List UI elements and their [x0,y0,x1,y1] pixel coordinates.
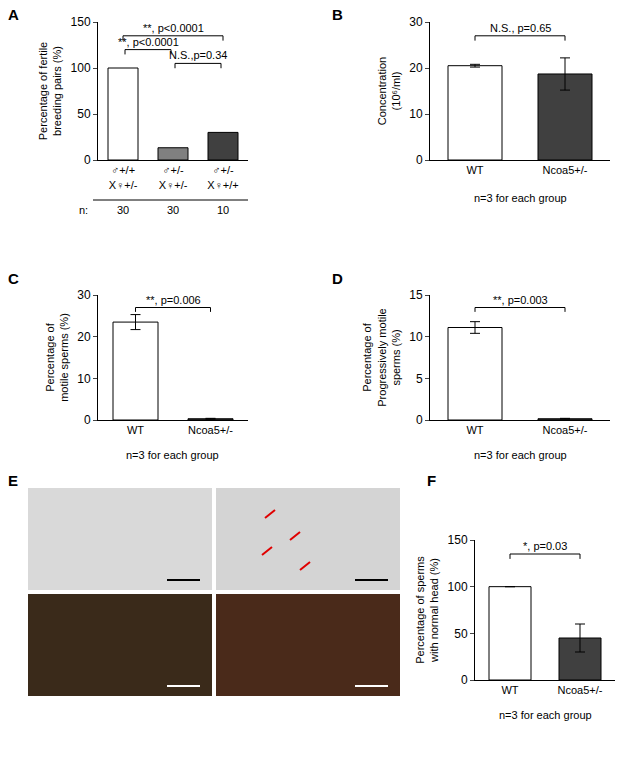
svg-text:30: 30 [117,204,129,216]
svg-text:30: 30 [77,288,91,302]
svg-text:Concentration(10⁶/ml): Concentration(10⁶/ml) [376,57,402,126]
svg-text:50: 50 [77,107,91,121]
svg-text:n:: n: [79,204,88,216]
svg-text:N.S., p=0.65: N.S., p=0.65 [490,22,551,34]
svg-text:Percentage ofProgressively mot: Percentage ofProgressively motilesperms … [361,308,402,406]
svg-text:Percentage of spermswith norma: Percentage of spermswith normal head (%) [414,556,440,664]
svg-text:0: 0 [84,413,91,427]
svg-text:50: 50 [454,627,468,641]
svg-text:10: 10 [409,107,423,121]
svg-text:20: 20 [409,61,423,75]
svg-text:0: 0 [416,413,423,427]
svg-text:WT: WT [501,684,518,696]
svg-text:Percentage of fertilebreeding: Percentage of fertilebreeding pairs (%) [37,42,63,140]
svg-text:150: 150 [448,533,468,547]
svg-text:**, p<0.0001: **, p<0.0001 [118,36,179,48]
svg-text:0: 0 [416,153,423,167]
svg-text:0: 0 [461,673,468,687]
svg-text:Ncoa5+/-: Ncoa5+/- [543,424,588,436]
svg-text:C: C [8,270,19,287]
svg-text:WT: WT [466,164,483,176]
svg-text:n=3 for each group: n=3 for each group [126,449,219,461]
svg-text:WT: WT [127,424,144,436]
svg-text:N.S.,p=0.34: N.S.,p=0.34 [169,49,227,61]
svg-text:15: 15 [409,288,423,302]
svg-text:♂+/-X♀+/+: ♂+/-X♀+/+ [207,164,239,190]
svg-text:10: 10 [77,372,91,386]
svg-text:♂+/-X♀+/-: ♂+/-X♀+/- [159,164,188,190]
svg-text:**, p=0.006: **, p=0.006 [146,294,201,306]
svg-text:n=3 for each group: n=3 for each group [499,709,592,721]
svg-text:*, p=0.03: *, p=0.03 [523,540,567,552]
svg-text:**, p=0.003: **, p=0.003 [493,294,548,306]
svg-text:F: F [427,472,436,489]
svg-text:WT: WT [466,424,483,436]
svg-text:150: 150 [71,15,91,29]
svg-text:E: E [8,472,18,489]
svg-text:A: A [8,6,19,23]
svg-text:♂+/+X♀+/-: ♂+/+X♀+/- [109,164,138,190]
svg-text:Ncoa5+/-: Ncoa5+/- [188,424,233,436]
svg-text:10: 10 [217,204,229,216]
svg-text:10: 10 [409,330,423,344]
svg-text:D: D [332,270,343,287]
svg-text:0: 0 [84,153,91,167]
svg-text:20: 20 [77,330,91,344]
svg-text:Ncoa5+/-: Ncoa5+/- [558,684,603,696]
svg-text:30: 30 [167,204,179,216]
svg-text:100: 100 [448,580,468,594]
svg-text:B: B [332,6,343,23]
svg-text:30: 30 [409,15,423,29]
svg-text:n=3 for each group: n=3 for each group [474,192,567,204]
svg-text:5: 5 [416,372,423,386]
svg-text:Percentage ofmotile sperms (%): Percentage ofmotile sperms (%) [44,313,70,402]
svg-text:Ncoa5+/-: Ncoa5+/- [543,164,588,176]
svg-text:100: 100 [71,61,91,75]
svg-text:**, p<0.0001: **, p<0.0001 [143,22,204,34]
svg-text:n=3 for each group: n=3 for each group [474,449,567,461]
